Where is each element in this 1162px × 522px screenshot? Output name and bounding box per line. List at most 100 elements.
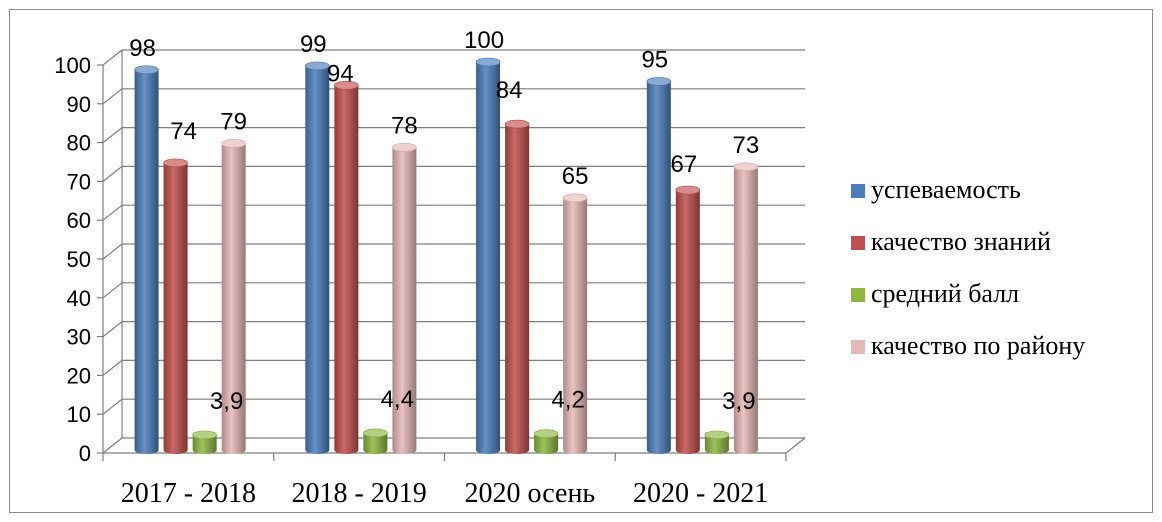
y-tick-label: 50 <box>67 247 91 272</box>
data-label: 94 <box>327 60 354 87</box>
bar <box>192 430 217 454</box>
y-tick-label: 10 <box>67 402 91 427</box>
category-label: 2017 - 2018 <box>121 478 256 509</box>
y-tick-label: 30 <box>67 325 91 350</box>
bar-body <box>392 147 417 455</box>
category-label: 2018 - 2019 <box>291 478 426 509</box>
gridline <box>102 165 805 182</box>
bar <box>533 429 559 454</box>
bar <box>221 139 246 455</box>
y-tick-label: 70 <box>67 169 91 194</box>
bar <box>475 57 501 454</box>
bar-top <box>163 158 188 168</box>
data-label: 84 <box>496 77 523 104</box>
legend-swatch <box>851 288 865 302</box>
gridline <box>102 88 805 105</box>
bar-top <box>334 80 359 90</box>
bar-body <box>363 432 388 454</box>
bar <box>646 77 672 455</box>
bar-body <box>192 434 217 454</box>
y-tick-label: 40 <box>67 286 91 311</box>
y-tick-label: 100 <box>54 53 91 78</box>
legend-swatch <box>851 340 865 354</box>
data-label: 98 <box>129 35 156 62</box>
data-label: 78 <box>391 112 418 139</box>
bar-body <box>563 197 588 455</box>
bar <box>134 65 159 454</box>
bar-body <box>534 433 559 454</box>
bar-top <box>134 65 159 75</box>
data-label: 3,9 <box>722 388 755 415</box>
category-label: 2020 - 2021 <box>633 478 768 509</box>
bar-top <box>305 61 330 71</box>
gridline <box>102 126 805 144</box>
bar <box>504 119 530 454</box>
bar-body <box>305 65 330 454</box>
chart-frame <box>9 9 1153 513</box>
bar-top <box>504 119 530 129</box>
y-tick-label: 60 <box>67 208 91 233</box>
y-tick-label: 90 <box>67 92 91 117</box>
bars <box>134 57 759 455</box>
category-label: 2020 осень <box>465 478 596 509</box>
bar-top <box>475 57 501 67</box>
bar <box>334 80 359 454</box>
chart-labels: 0 10 20 30 40 50 60 70 80 90 100 2017 - 2018 2018 - … <box>54 27 768 509</box>
data-label: 74 <box>170 118 197 145</box>
legend-swatch <box>851 236 865 250</box>
data-label: 3,9 <box>210 388 243 415</box>
bar <box>163 158 188 454</box>
bar <box>392 143 417 455</box>
y-tick-label: 0 <box>79 441 91 466</box>
bar-top <box>192 430 217 440</box>
bar-top <box>733 162 759 172</box>
gridline <box>102 49 805 66</box>
data-label: 67 <box>670 151 697 178</box>
bar-body <box>675 190 700 455</box>
legend-label: успеваемость <box>871 175 1021 204</box>
bar-top <box>363 428 388 438</box>
bar-body <box>163 162 188 454</box>
bar-top <box>704 430 730 440</box>
bar-body <box>221 143 246 455</box>
bar-top <box>675 185 701 195</box>
data-label: 99 <box>300 31 327 58</box>
data-label: 65 <box>562 163 589 190</box>
bar-top <box>562 193 588 203</box>
bar <box>363 428 388 454</box>
bar <box>733 162 759 454</box>
legend-swatch <box>851 184 865 198</box>
bar-body <box>476 62 501 454</box>
data-label: 79 <box>220 108 247 135</box>
bar-body <box>704 434 729 454</box>
bar-body <box>505 124 530 454</box>
bar-body <box>733 166 758 454</box>
data-label: 95 <box>641 46 668 73</box>
legend-label: качество знаний <box>871 227 1051 256</box>
bar <box>562 193 588 455</box>
legend-item: качество по району <box>851 331 1085 360</box>
legend: успеваемость качество знаний средний балл к… <box>851 175 1085 360</box>
axes <box>97 64 806 461</box>
data-label: 100 <box>464 27 504 54</box>
bar-body <box>334 85 359 454</box>
bar <box>704 430 730 454</box>
bar-top <box>392 143 417 152</box>
y-tick-label: 80 <box>67 131 91 156</box>
y-tick-label: 20 <box>67 363 91 388</box>
bar-body <box>134 69 159 454</box>
bar <box>305 61 330 454</box>
bar-top <box>533 429 559 439</box>
bar-top <box>221 139 246 148</box>
bar-body <box>646 81 671 455</box>
legend-label: качество по району <box>871 331 1085 360</box>
legend-item: средний балл <box>851 279 1019 308</box>
data-label: 4,4 <box>381 386 414 413</box>
data-label: 73 <box>733 132 760 159</box>
legend-item: качество знаний <box>851 227 1051 256</box>
bar <box>675 185 701 455</box>
data-label: 4,2 <box>551 387 584 414</box>
bar-top <box>646 77 672 86</box>
legend-label: средний балл <box>871 279 1019 308</box>
